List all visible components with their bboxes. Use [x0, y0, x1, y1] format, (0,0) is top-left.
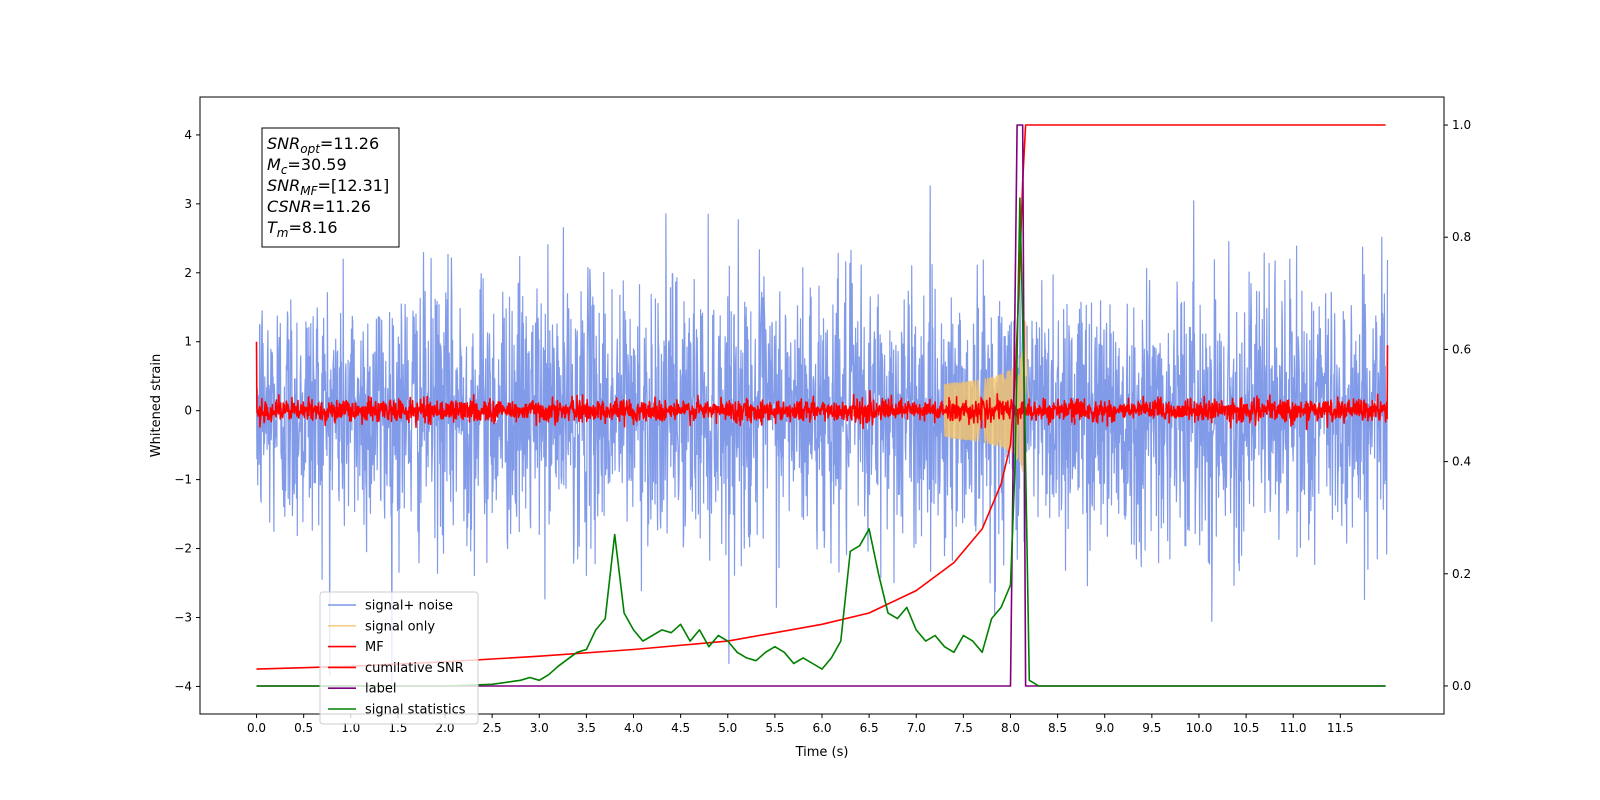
x-tick-label: 10.5 [1233, 721, 1260, 735]
x-tick-label: 7.5 [954, 721, 973, 735]
annotation-line: CSNR=11.26 [267, 197, 371, 216]
annotation-line: SNRopt=11.26 [267, 134, 379, 156]
x-tick-label: 10.0 [1186, 721, 1213, 735]
plot-area [255, 124, 1389, 687]
series-signal-statistics [256, 197, 1386, 687]
x-tick-label: 8.5 [1048, 721, 1067, 735]
x-tick-label: 9.0 [1095, 721, 1114, 735]
annotation-box: SNRopt=11.26Mc=30.59SNRMF=[12.31]CSNR=11… [261, 127, 400, 248]
x-tick-label: 11.0 [1280, 721, 1307, 735]
y-tick-label: 0 [184, 404, 192, 418]
series-signal-noise [255, 185, 1389, 686]
series-mf [255, 341, 1389, 431]
x-tick-label: 6.5 [860, 721, 879, 735]
y-tick-label: −3 [174, 610, 192, 624]
x-tick-label: 7.0 [907, 721, 926, 735]
x-tick-label: 9.5 [1142, 721, 1161, 735]
y-axis-label: Whitened strain [149, 354, 164, 457]
annotation-line: Mc=30.59 [267, 155, 347, 177]
y-tick-label: −4 [174, 679, 192, 693]
y2-tick-label: 0.8 [1452, 230, 1471, 244]
y-tick-label: 4 [184, 128, 192, 142]
legend-label-mf: MF [365, 640, 384, 655]
y2-tick-label: 0.4 [1452, 455, 1471, 469]
y-tick-label: −2 [174, 542, 192, 556]
y2-tick-label: 1.0 [1452, 118, 1471, 132]
x-tick-label: 3.5 [577, 721, 596, 735]
legend-label-cumilative-snr: cumilative SNR [365, 661, 464, 676]
y-tick-label: −1 [174, 473, 192, 487]
legend-label-signal-only: signal only [365, 619, 435, 634]
y2-tick-label: 0.0 [1452, 679, 1471, 693]
x-axis-label: Time (s) [795, 745, 849, 760]
legend-label-signal-noise: signal+ noise [365, 599, 453, 614]
y-tick-label: 1 [184, 335, 192, 349]
y-tick-label: 3 [184, 197, 192, 211]
x-tick-label: 3.0 [530, 721, 549, 735]
x-tick-label: 0.5 [294, 721, 313, 735]
annotation-frame [261, 127, 400, 248]
y-tick-label: 2 [184, 266, 192, 280]
legend-frame [319, 591, 479, 725]
x-tick-label: 5.5 [765, 721, 784, 735]
x-tick-label: 2.5 [483, 721, 502, 735]
legend-label-signal-statistics: signal statistics [365, 703, 466, 718]
x-tick-label: 5.0 [718, 721, 737, 735]
x-tick-label: 0.0 [247, 721, 266, 735]
series-cumilative-snr [256, 124, 1386, 670]
annotation-line: SNRMF=[12.31] [267, 176, 389, 198]
x-tick-label: 6.0 [812, 721, 831, 735]
y2-tick-label: 0.6 [1452, 342, 1471, 356]
x-tick-label: 4.0 [624, 721, 643, 735]
y2-tick-label: 0.2 [1452, 567, 1471, 581]
x-tick-label: 4.5 [671, 721, 690, 735]
x-tick-label: 11.5 [1327, 721, 1354, 735]
annotation-line: Tm=8.16 [267, 218, 338, 240]
x-tick-label: 8.0 [1001, 721, 1020, 735]
legend: signal+ noise signal only MF cumilative SNR… [319, 591, 479, 725]
legend-label-label: label [365, 682, 396, 697]
